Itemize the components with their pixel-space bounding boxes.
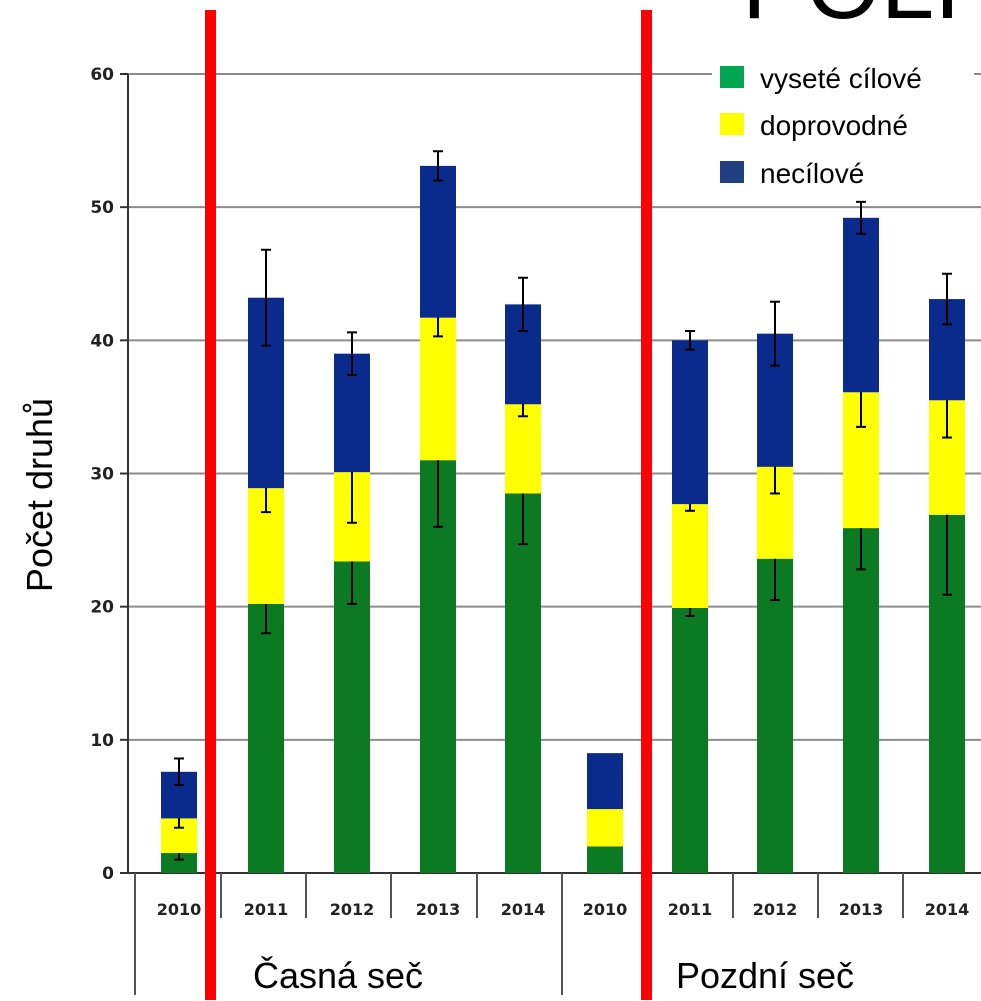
y-tick-label: 40	[90, 331, 114, 351]
red-divider-line	[641, 10, 652, 1000]
legend-label: doprovodné	[760, 110, 908, 141]
x-axis: 2010 2011 2012 2013 2014 2010 2011 2012 2013 2014	[134, 873, 970, 995]
legend-swatch	[720, 113, 744, 135]
y-axis: 0 10 20 30 40 50 60	[90, 65, 981, 884]
bar-segment	[843, 528, 879, 873]
bar-segment	[757, 558, 793, 873]
x-tick-label: 2014	[925, 900, 970, 919]
x-tick-label: 2014	[501, 900, 546, 919]
cut-off-title: POLI	[742, 0, 961, 39]
y-tick-label: 20	[90, 598, 114, 618]
bar-segment	[334, 561, 370, 873]
dividers	[205, 10, 652, 1000]
x-tick-label: 2010	[157, 900, 202, 919]
bar-segment	[587, 846, 623, 873]
y-tick-label: 10	[90, 731, 114, 751]
x-tick-label: 2011	[668, 900, 713, 919]
y-tick-label: 30	[90, 465, 114, 485]
x-tick-label: 2013	[839, 900, 884, 919]
x-tick-label: 2010	[583, 900, 628, 919]
bar-segment	[420, 460, 456, 873]
y-axis-title: Počet druhů	[19, 398, 60, 592]
y-tick-label: 50	[90, 198, 114, 218]
bar-segment	[161, 853, 197, 873]
bar-segment	[248, 604, 284, 873]
bar-segment	[587, 809, 623, 847]
bar-segment	[672, 504, 708, 608]
bar-segment	[672, 340, 708, 505]
x-tick-label: 2011	[244, 900, 289, 919]
legend: vyseté cílové doprovodné necílové	[712, 62, 974, 197]
x-tick-label: 2012	[753, 900, 798, 919]
bar-segment	[587, 753, 623, 810]
legend-swatch	[720, 161, 744, 183]
y-tick-label: 0	[102, 864, 114, 884]
bars	[161, 150, 965, 873]
bar-segment	[420, 317, 456, 461]
group-label: Pozdní seč	[676, 955, 854, 996]
group-labels: Časná seč Pozdní seč	[253, 955, 854, 996]
bar-segment	[420, 165, 456, 318]
bar-segment	[505, 493, 541, 873]
legend-label: necílové	[760, 158, 864, 189]
legend-label: vyseté cílové	[760, 63, 922, 94]
group-label: Časná seč	[253, 955, 423, 996]
bar-segment	[843, 217, 879, 393]
y-tick-label: 60	[90, 65, 114, 85]
legend-swatch	[720, 66, 744, 88]
x-tick-label: 2012	[330, 900, 375, 919]
x-tick-label: 2013	[416, 900, 461, 919]
bar-segment	[672, 607, 708, 873]
bar-segment	[505, 404, 541, 494]
legend-background	[712, 62, 974, 197]
red-divider-line	[205, 10, 216, 1000]
